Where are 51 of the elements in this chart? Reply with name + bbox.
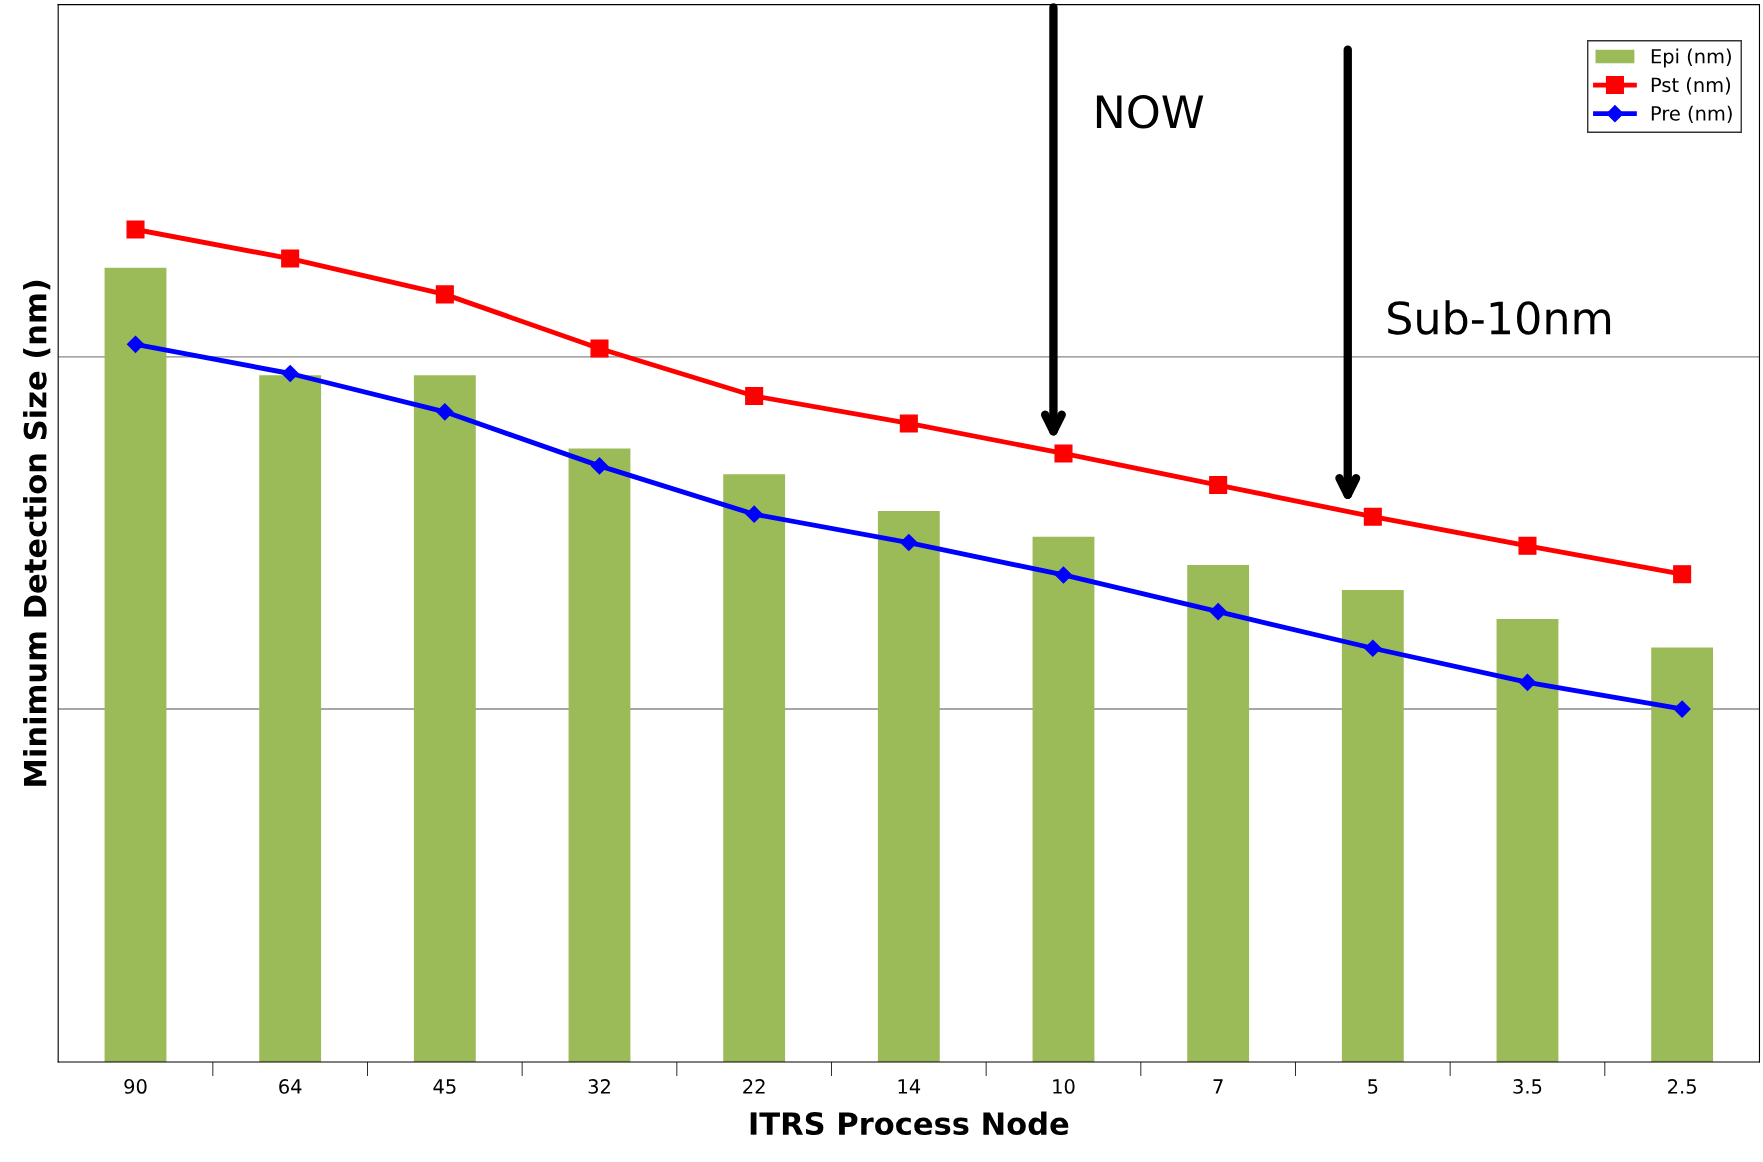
bar	[104, 267, 167, 1063]
point	[1673, 565, 1692, 584]
point	[436, 403, 454, 421]
x-tick-label: 7	[1213, 1079, 1223, 1094]
point	[1518, 673, 1537, 691]
x-tick-label: 22	[743, 1079, 765, 1094]
legend-label: Pst (nm)	[1651, 77, 1731, 95]
legend-label: Pre (nm)	[1651, 105, 1732, 123]
bar	[1496, 619, 1559, 1063]
bar	[877, 510, 940, 1063]
point	[126, 220, 145, 239]
x-tick-label: 90	[124, 1079, 147, 1094]
point	[1054, 444, 1073, 463]
point	[281, 364, 299, 383]
bar	[1651, 647, 1714, 1063]
bar	[413, 375, 476, 1063]
y-axis-title: Minimum Detection Size (nm)	[23, 280, 51, 786]
x-tick-label: 14	[898, 1079, 921, 1094]
point	[1363, 507, 1382, 526]
point	[1364, 639, 1382, 657]
x-tick-label: 3.5	[1513, 1079, 1542, 1094]
point	[900, 533, 918, 552]
legend-label: Epi (nm)	[1651, 48, 1731, 68]
point	[899, 414, 918, 433]
annotation: Sub-10nm	[1388, 300, 1611, 335]
point	[1673, 700, 1691, 718]
x-tick-label: 64	[279, 1079, 302, 1094]
point	[1518, 536, 1537, 555]
bar	[1187, 565, 1250, 1063]
point	[745, 505, 763, 523]
bar	[1341, 589, 1404, 1063]
point	[1054, 566, 1073, 584]
point	[1209, 603, 1227, 621]
x-tick-label: 45	[433, 1079, 456, 1094]
x-tick-label: 32	[588, 1079, 610, 1094]
point	[590, 339, 609, 358]
text: NOW	[1096, 94, 1204, 129]
bar	[723, 474, 786, 1063]
point	[745, 386, 764, 406]
bar	[259, 375, 322, 1063]
bar	[1032, 536, 1095, 1063]
point	[1209, 476, 1228, 495]
point	[590, 457, 609, 475]
x-tick-label: 5	[1368, 1079, 1378, 1094]
point	[126, 335, 145, 353]
bar	[568, 448, 631, 1063]
x-axis-title: ITRS Process Node	[750, 1111, 1069, 1136]
point	[435, 285, 454, 304]
point	[281, 249, 300, 268]
x-tick-label: 2.5	[1668, 1079, 1696, 1094]
x-tick-label: 10	[1053, 1079, 1075, 1094]
